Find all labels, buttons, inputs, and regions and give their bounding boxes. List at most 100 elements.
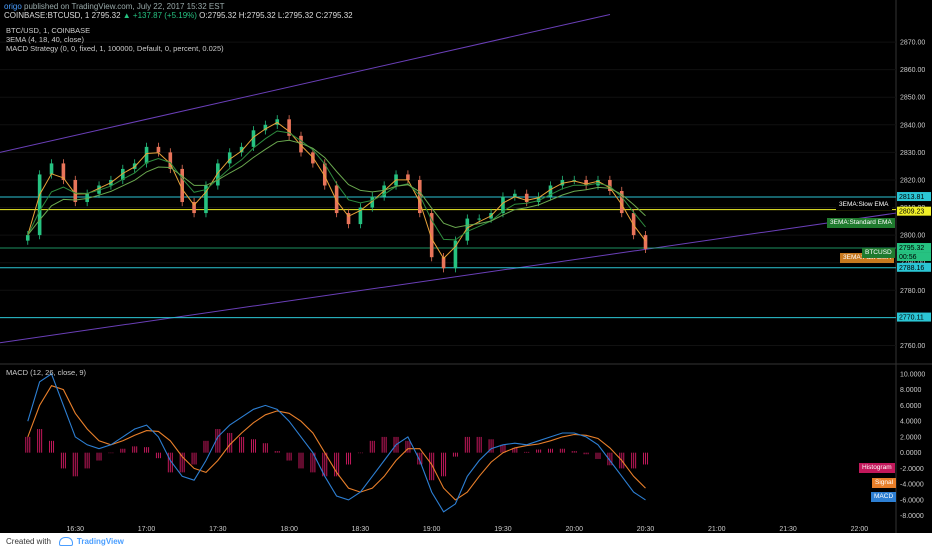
price-tick-label: 2860.00 xyxy=(900,67,925,74)
macd-histogram-bar xyxy=(203,440,205,453)
macd-tick-label: -2.0000 xyxy=(900,466,924,473)
macd-histogram-bar xyxy=(514,447,516,453)
macd-histogram-bar xyxy=(266,443,268,453)
macd-histogram-bar xyxy=(571,451,573,453)
ema-standard-line xyxy=(27,130,646,241)
price-tick-label: 2870.00 xyxy=(900,40,925,47)
candle-body xyxy=(251,130,256,147)
macd-histogram-bar xyxy=(575,451,577,453)
signal-line xyxy=(27,385,646,501)
macd-tick-label: 6.0000 xyxy=(900,403,922,410)
macd-histogram-bar xyxy=(466,436,468,453)
ohlc-values: O:2795.32 H:2795.32 L:2795.32 C:2795.32 xyxy=(199,11,353,20)
tradingview-brand-link[interactable]: TradingView xyxy=(76,537,124,546)
study-3ema-label[interactable]: 3EMA (4, 18, 40, close) xyxy=(6,35,84,44)
macd-histogram-bar xyxy=(595,452,597,459)
macd-histogram-bar xyxy=(191,452,193,465)
time-tick-label: 21:30 xyxy=(779,526,797,533)
macd-histogram-bar xyxy=(96,452,98,461)
candle-body xyxy=(334,185,339,214)
macd-histogram-bar xyxy=(433,452,435,481)
macd-histogram-bar xyxy=(385,436,387,453)
tag-btcusd: BTCUSD xyxy=(862,248,895,258)
macd-line xyxy=(27,373,646,513)
macd-histogram-bar xyxy=(393,436,395,453)
macd-tick-label: -6.0000 xyxy=(900,497,924,504)
price-change: ▲ +137.87 (+5.19%) xyxy=(122,11,197,20)
price-tick-label: 2800.00 xyxy=(900,233,925,240)
study-symbol-label[interactable]: BTC/USD, 1, COINBASE xyxy=(6,26,91,35)
macd-histogram-bar xyxy=(112,452,114,454)
axis-label-standard-bg xyxy=(897,206,931,216)
macd-histogram-bar xyxy=(464,436,466,453)
candle-body xyxy=(536,196,541,203)
macd-histogram-bar xyxy=(264,443,266,453)
axis-label-low: 2788.16 xyxy=(899,265,924,272)
study-macd-strategy-label[interactable]: MACD Strategy (0, 0, fixed, 1, 100000, D… xyxy=(6,44,224,53)
macd-histogram-bar xyxy=(454,452,456,457)
macd-histogram-bar xyxy=(559,448,561,453)
author-link[interactable]: origo xyxy=(4,2,22,11)
candle-body xyxy=(548,185,553,197)
axis-label-standard: 2809.23 xyxy=(899,209,924,216)
macd-histogram-bar xyxy=(645,452,647,465)
price-tick-label: 2820.00 xyxy=(900,177,925,184)
channel-upper-line xyxy=(0,13,611,153)
macd-histogram-bar xyxy=(441,452,443,477)
macd-histogram-bar xyxy=(286,452,288,461)
macd-histogram-bar xyxy=(371,440,373,453)
time-tick-label: 16:30 xyxy=(67,526,85,533)
macd-tick-label: 4.0000 xyxy=(900,419,922,426)
macd-histogram-bar xyxy=(526,451,528,453)
macd-histogram-bar xyxy=(241,436,243,453)
macd-histogram-bar xyxy=(369,440,371,453)
macd-histogram-bar xyxy=(41,429,43,453)
macd-histogram-bar xyxy=(631,452,633,469)
symbol-line: COINBASE:BTCUSD, 1 xyxy=(4,11,90,20)
candle-body xyxy=(263,124,268,131)
time-tick-label: 18:00 xyxy=(280,526,298,533)
macd-histogram-bar xyxy=(155,452,157,459)
macd-histogram-bar xyxy=(124,448,126,453)
macd-tick-label: 2.0000 xyxy=(900,434,922,441)
macd-histogram-bar xyxy=(445,452,447,477)
candle-body xyxy=(61,163,66,180)
macd-histogram-bar xyxy=(60,452,62,469)
price-tick-label: 2760.00 xyxy=(900,343,925,350)
time-tick-label: 19:00 xyxy=(423,526,441,533)
macd-histogram-bar xyxy=(146,447,148,453)
macd-histogram-bar xyxy=(288,452,290,461)
macd-histogram-bar xyxy=(314,452,316,473)
tag-signal: Signal xyxy=(872,478,897,488)
axis-label-low-bg xyxy=(897,262,931,272)
publish-text: published on TradingView.com, July 22, 2… xyxy=(24,2,225,11)
macd-histogram-bar xyxy=(262,443,264,453)
macd-histogram-bar xyxy=(490,439,492,453)
macd-histogram-bar xyxy=(274,451,276,453)
macd-histogram-bar xyxy=(611,452,613,466)
candle-body xyxy=(204,185,208,214)
price-tick-label: 2840.00 xyxy=(900,122,925,129)
macd-histogram-bar xyxy=(29,436,31,453)
macd-histogram-bar xyxy=(334,452,336,477)
macd-histogram-bar xyxy=(72,452,74,477)
macd-histogram-bar xyxy=(195,452,197,465)
macd-histogram-bar xyxy=(167,452,169,473)
macd-histogram-bar xyxy=(431,452,433,481)
candle-body xyxy=(168,152,173,169)
axis-label-countdown: 00:56 xyxy=(899,254,917,261)
ohlc-line: COINBASE:BTCUSD, 1 2795.32 ▲ +137.87 (+5… xyxy=(4,11,353,21)
macd-histogram-bar xyxy=(443,452,445,477)
study-macd-label[interactable]: MACD (12, 26, close, 9) xyxy=(6,368,87,377)
time-tick-label: 19:30 xyxy=(494,526,512,533)
candle-body xyxy=(144,146,149,164)
macd-histogram-bar xyxy=(336,452,338,477)
macd-histogram-bar xyxy=(181,452,183,473)
macd-histogram-bar xyxy=(110,452,112,454)
axis-label-price: 2795.32 xyxy=(899,245,924,252)
publish-info: origo published on TradingView.com, July… xyxy=(4,2,224,12)
candle-body xyxy=(73,179,78,203)
macd-histogram-bar xyxy=(74,452,76,477)
macd-histogram-bar xyxy=(407,440,409,453)
macd-histogram-bar xyxy=(409,440,411,453)
